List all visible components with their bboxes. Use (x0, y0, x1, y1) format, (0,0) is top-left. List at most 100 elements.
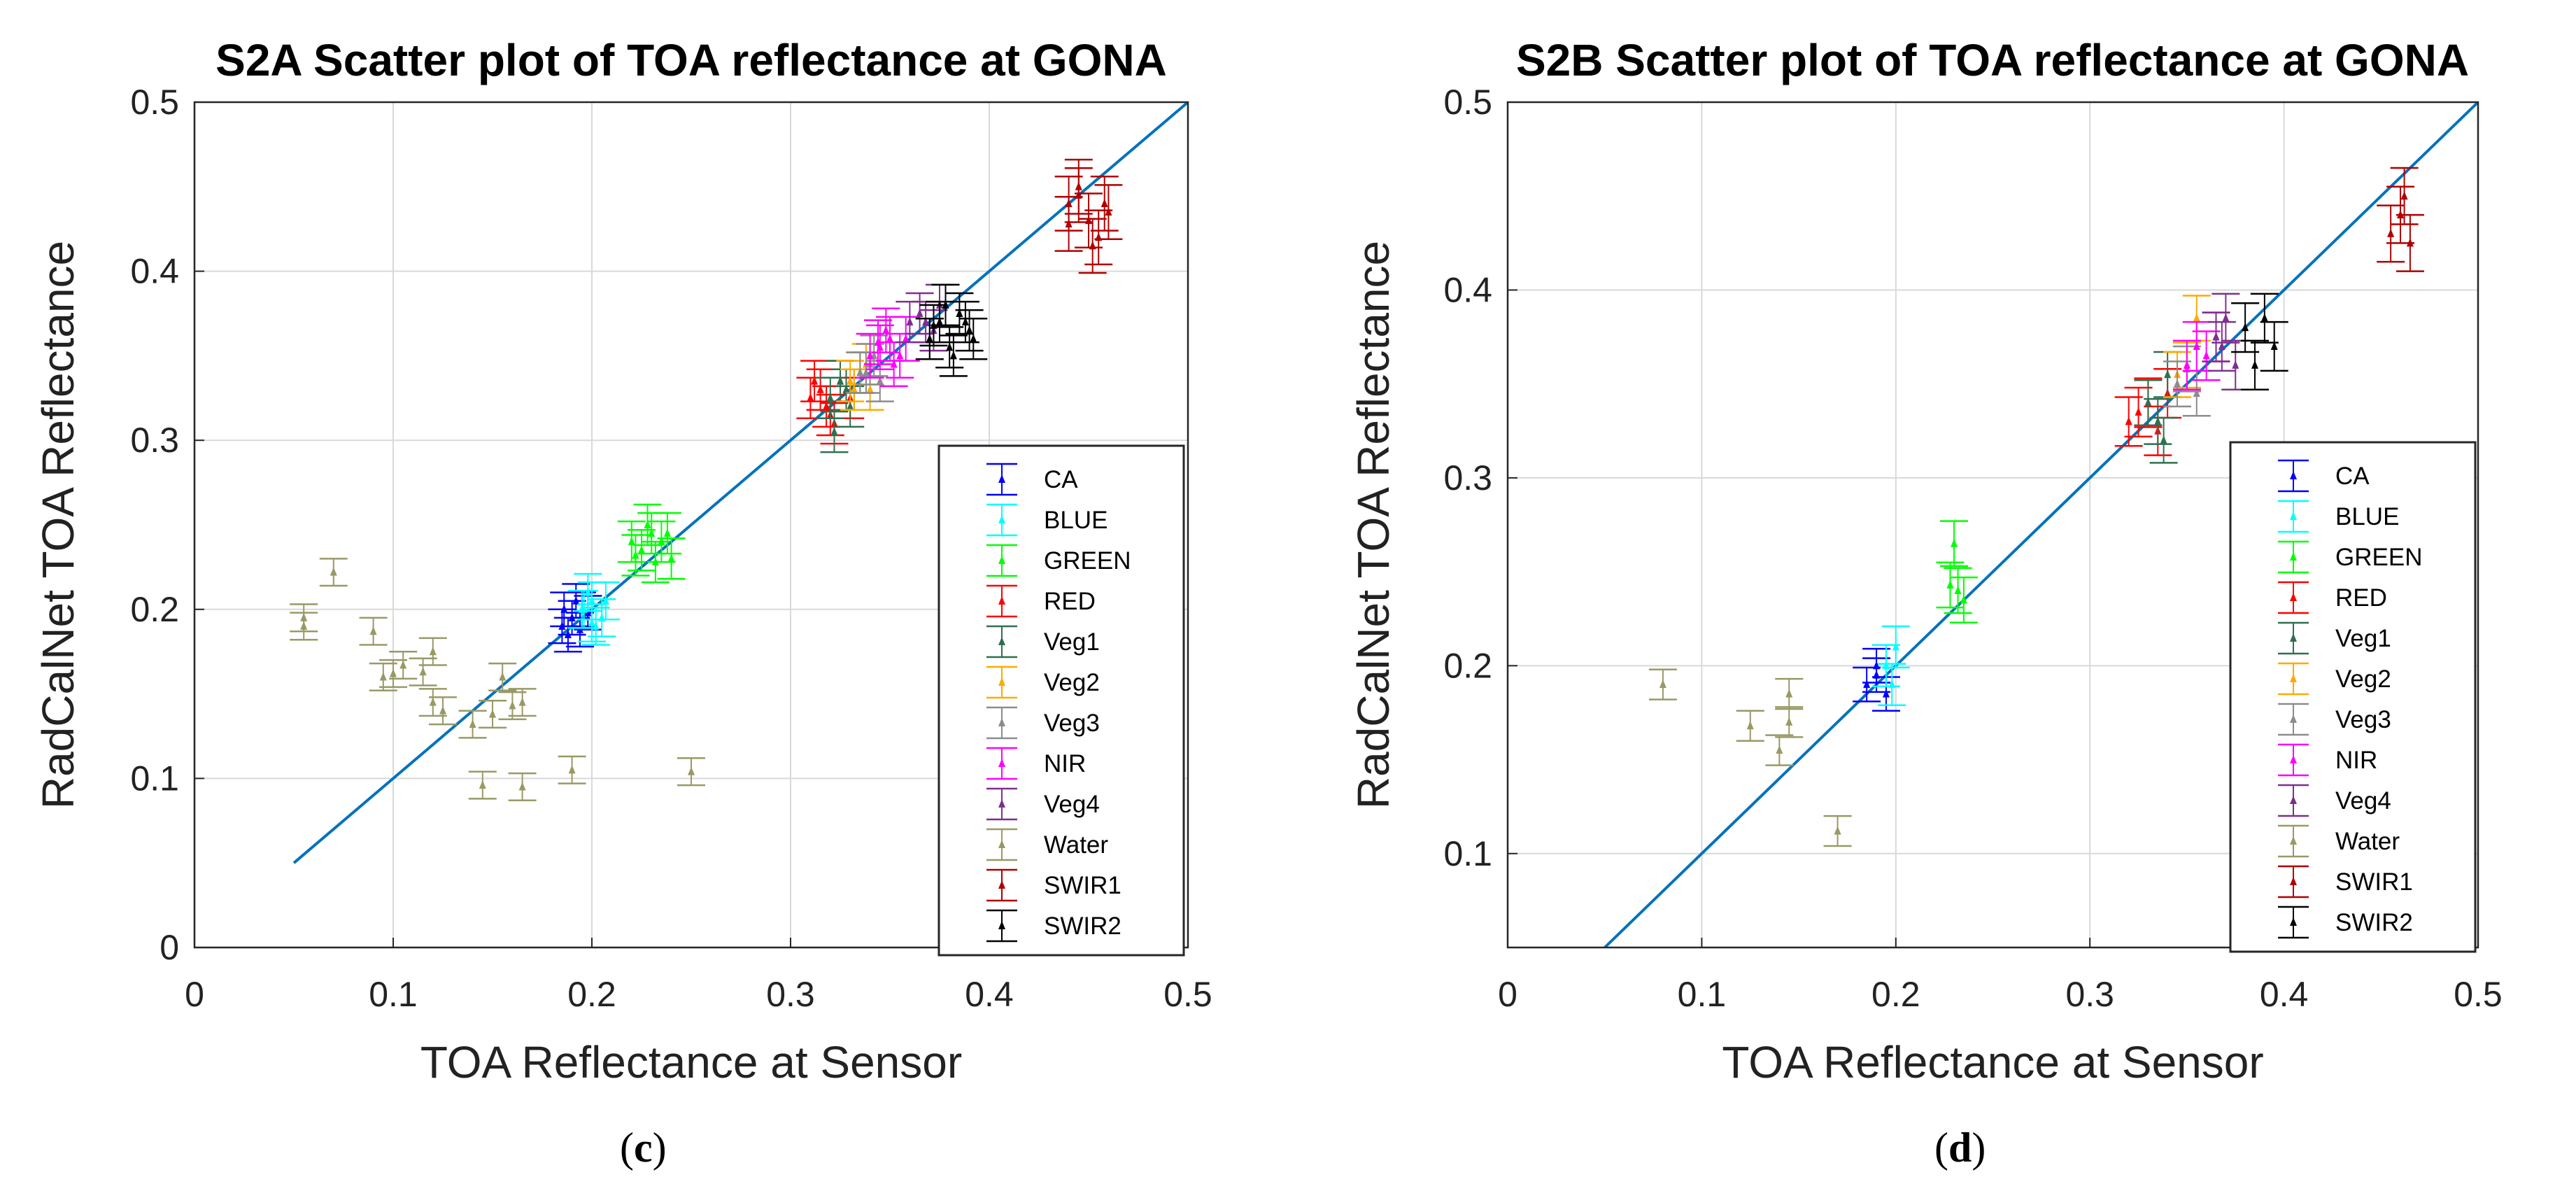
marker (856, 367, 864, 376)
data-point-swir1 (2377, 204, 2405, 263)
marker (2174, 379, 2181, 388)
marker (2202, 351, 2210, 360)
legend-item-water: Water (986, 828, 1108, 861)
series-green (1936, 520, 1978, 623)
marker (509, 700, 516, 710)
panel-d: 0 0.1 0.2 0.3 0.4 0.5 0.1 0.2 0.3 0.4 0.5 S2B Scatt… (1348, 35, 2503, 1171)
marker (837, 376, 844, 385)
marker (2160, 435, 2167, 444)
marker (1089, 241, 1096, 250)
y-tick-label: 0.2 (1443, 646, 1492, 685)
data-point-ca (550, 591, 579, 628)
x-tick-label: 0.3 (766, 975, 815, 1014)
marker (602, 596, 609, 605)
marker (2270, 341, 2278, 350)
data-point-blue (1881, 625, 1910, 669)
marker (369, 626, 377, 635)
data-point-water (1736, 710, 1764, 742)
data-point-green (621, 534, 650, 577)
panel-label: (d) (1934, 1125, 1986, 1171)
marker (648, 528, 656, 537)
marker (2251, 360, 2258, 369)
data-point-blue (1878, 663, 1906, 706)
legend-marker (998, 474, 1005, 483)
marker (1882, 689, 1890, 698)
series-blue (567, 572, 620, 646)
marker (946, 342, 954, 351)
marker (439, 705, 446, 714)
marker (1863, 679, 1871, 689)
marker (1888, 679, 1896, 689)
marker (628, 537, 635, 546)
legend-item-ca: CA (2278, 459, 2370, 493)
legend-item-red: RED (2278, 581, 2387, 614)
marker (922, 317, 930, 326)
data-point-green (1940, 520, 1969, 568)
legend-marker (2290, 714, 2297, 723)
data-point-water (389, 650, 418, 680)
data-point-nir (886, 332, 914, 379)
marker (1834, 826, 1841, 835)
marker (847, 401, 854, 410)
data-point-swir1 (1078, 218, 1107, 274)
data-point-green (653, 512, 681, 555)
legend: CA BLUE GREEN RED Veg1 Veg2 Veg3 NIR Veg4 Water SW… (2229, 441, 2477, 953)
legend-label: Veg3 (1044, 710, 1100, 737)
data-point-green (641, 540, 670, 584)
panel-label: (c) (620, 1125, 667, 1171)
marker (584, 587, 592, 596)
legend-marker (2290, 674, 2297, 682)
legend-label: Veg2 (2335, 665, 2391, 693)
y-tick-label: 0.1 (130, 759, 179, 798)
data-point-veg2 (840, 368, 868, 411)
marker (1105, 207, 1112, 216)
marker (1065, 218, 1073, 227)
legend-label: CA (2335, 463, 2370, 490)
x-tick-label: 0.5 (1163, 975, 1212, 1014)
marker (588, 618, 595, 627)
marker (2242, 323, 2249, 332)
x-tick-label: 0.3 (2065, 975, 2114, 1014)
legend-label: NIR (1044, 750, 1086, 777)
legend-item-swir1: SWIR1 (986, 868, 1121, 902)
y-tick-label: 0.1 (1443, 834, 1492, 873)
marker (1892, 642, 1899, 651)
series-swir1 (2377, 167, 2424, 272)
legend-marker (2290, 471, 2297, 479)
legend-item-veg2: Veg2 (2278, 662, 2391, 696)
marker (419, 667, 427, 676)
legend-item-blue: BLUE (2278, 500, 2399, 533)
series-nir (856, 307, 920, 388)
y-tick-label: 0.5 (130, 83, 179, 122)
legend-label: SWIR1 (2335, 868, 2413, 896)
legend-marker (2290, 512, 2297, 520)
marker (2212, 332, 2220, 341)
legend-item-veg1: Veg1 (2278, 621, 2391, 655)
data-point-water (1765, 734, 1794, 766)
marker (330, 567, 337, 576)
chart-title: S2A Scatter plot of TOA reflectance at G… (215, 35, 1167, 85)
legend-marker (998, 880, 1005, 889)
data-point-swir2 (919, 304, 948, 347)
data-point-water (558, 755, 586, 784)
data-point-nir (891, 316, 920, 362)
legend-marker (998, 759, 1005, 767)
legend-label: Veg4 (1044, 791, 1100, 818)
legend-label: Veg4 (2335, 787, 2391, 815)
marker (866, 351, 874, 360)
marker (830, 427, 838, 436)
x-axis-label: TOA Reflectance at Sensor (420, 1037, 962, 1087)
data-point-water (508, 772, 537, 802)
legend-item-water: Water (2278, 824, 2400, 858)
legend-label: Veg1 (1044, 628, 1100, 656)
legend-label: SWIR1 (1044, 872, 1121, 899)
marker (850, 384, 858, 393)
series-blue (1871, 625, 1910, 706)
marker (2406, 238, 2414, 247)
data-point-veg1 (820, 410, 849, 453)
data-point-green (657, 537, 686, 580)
legend-label: CA (1044, 466, 1078, 493)
data-point-water (479, 700, 507, 729)
legend-box (937, 444, 1185, 957)
marker (429, 697, 437, 706)
